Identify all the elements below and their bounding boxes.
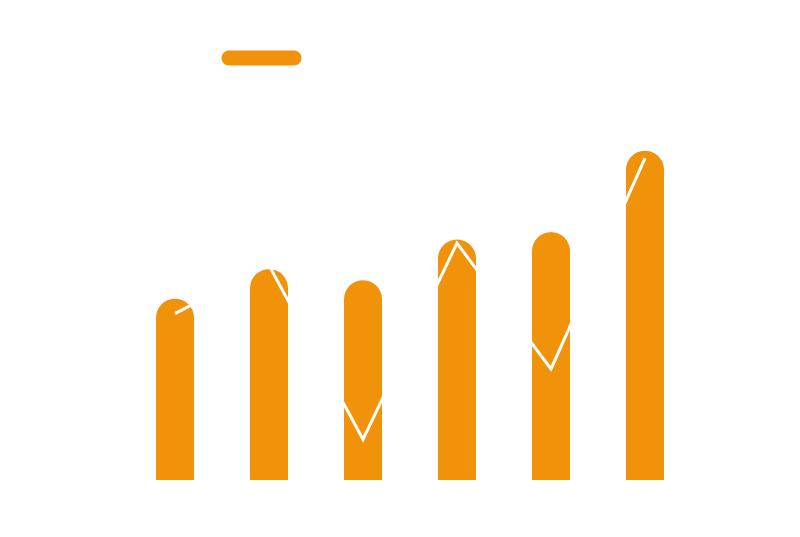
- bar-5: [532, 232, 570, 480]
- line-series: [174, 157, 647, 443]
- bar-3: [344, 280, 382, 480]
- bar-6: [626, 150, 664, 480]
- series-line: [174, 157, 647, 443]
- bar-4: [438, 239, 476, 480]
- bar-2: [250, 269, 288, 480]
- bar-series: [156, 150, 664, 480]
- bar-1: [156, 298, 194, 480]
